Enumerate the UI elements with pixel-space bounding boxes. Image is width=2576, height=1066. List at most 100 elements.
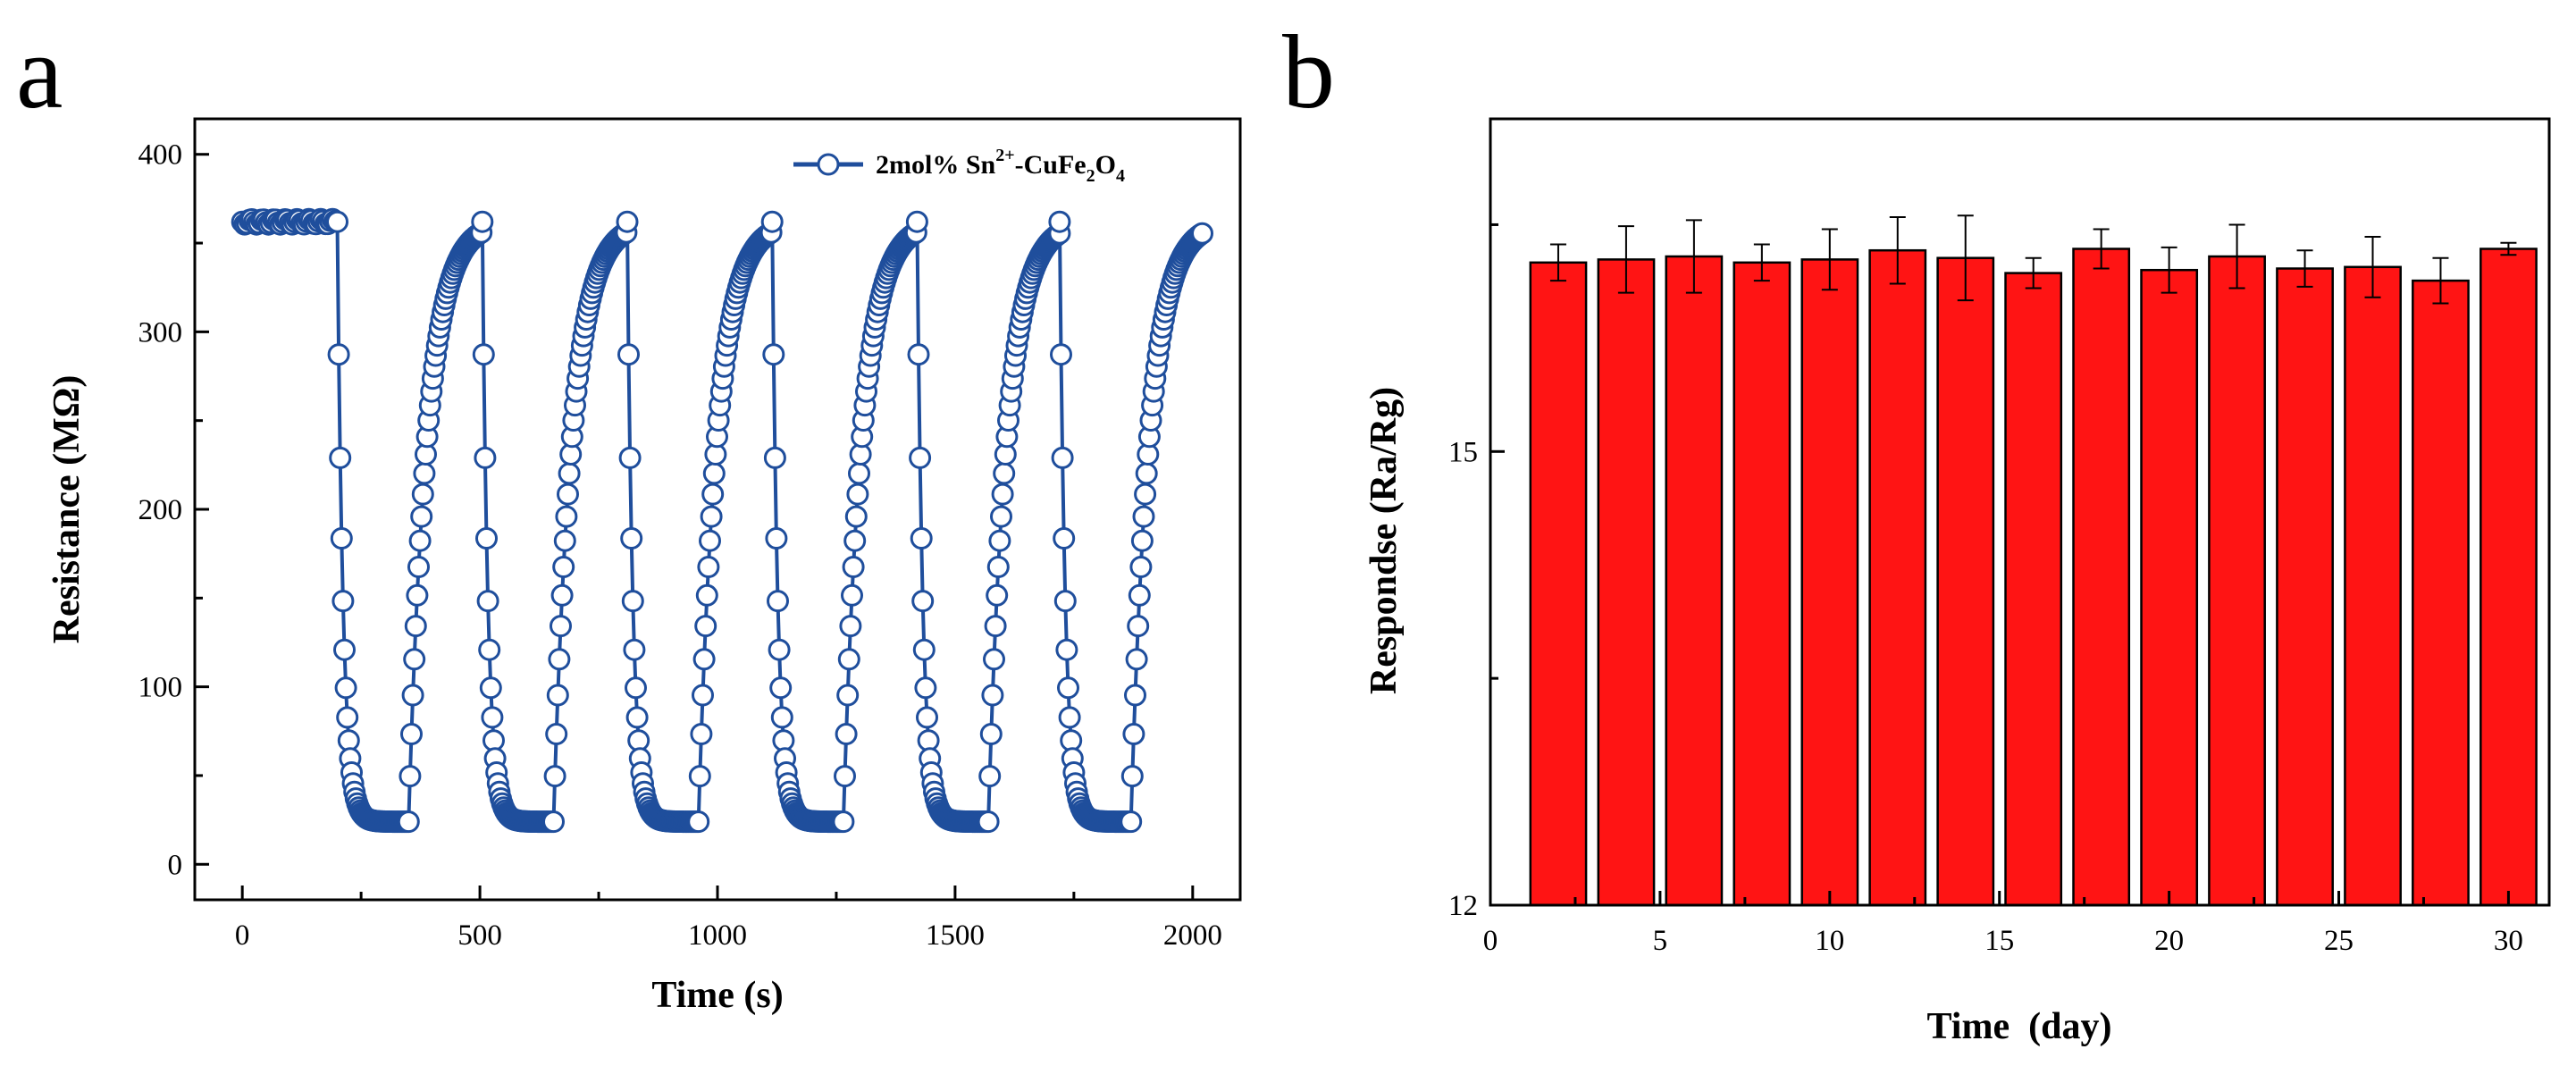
data-point-a xyxy=(558,462,581,485)
data-point-a xyxy=(769,676,793,700)
data-point-a xyxy=(553,529,576,552)
data-point-a xyxy=(329,446,352,469)
chart-a: 0 500 1000 1500 2000 0 100 200 300 400 Time (s) R… xyxy=(46,117,1242,1016)
data-point-a xyxy=(618,446,642,469)
data-point-a xyxy=(767,590,789,613)
data-point-a xyxy=(1050,343,1072,366)
data-point-a xyxy=(331,590,355,613)
data-point-a xyxy=(627,729,650,752)
data-point-a xyxy=(1127,615,1150,638)
x-tick-label-b: 20 xyxy=(2154,925,2184,957)
data-point-a xyxy=(700,505,723,528)
data-point-a xyxy=(991,483,1014,506)
data-point-a xyxy=(843,529,867,552)
data-point-a xyxy=(837,648,860,671)
data-point-a xyxy=(839,615,862,638)
bar xyxy=(1529,261,1588,907)
x-tick-label-a: 500 xyxy=(457,919,502,952)
data-point-a xyxy=(482,729,505,752)
data-point-a xyxy=(834,765,856,788)
data-point-a xyxy=(621,590,644,613)
data-point-a xyxy=(1048,210,1071,233)
x-axis-title-b: Time (day) xyxy=(1927,1006,2112,1047)
resistance-series xyxy=(231,207,1213,834)
data-point-a xyxy=(842,556,865,578)
data-point-a xyxy=(978,765,1002,788)
data-point-a xyxy=(474,446,497,469)
y-axis-title-b: Respondse (Ra/Rg) xyxy=(1364,387,1405,694)
x-tick-label-a: 1500 xyxy=(926,919,985,952)
data-point-a xyxy=(986,583,1009,607)
data-point-a xyxy=(912,638,936,661)
y-tick-label-a: 0 xyxy=(168,849,183,881)
data-point-a xyxy=(1122,723,1145,745)
bar xyxy=(1800,258,1859,907)
data-point-a xyxy=(472,343,495,366)
data-point-a xyxy=(846,483,869,506)
legend-marker-a xyxy=(817,153,840,176)
data-point-a xyxy=(403,648,426,671)
legend-a: 2mol% Sn2+-CuFe2O4 xyxy=(793,146,1125,186)
data-point-a xyxy=(844,505,868,528)
data-point-a xyxy=(699,529,721,552)
data-point-a xyxy=(337,729,360,752)
data-point-a xyxy=(1129,556,1153,578)
x-tick-label-a: 0 xyxy=(235,919,250,952)
data-point-a xyxy=(1128,583,1151,607)
y-axis-title-a: Resistance (MΩ) xyxy=(46,375,88,644)
axis-ticks-b: 0 5 10 15 20 25 30 12 15 xyxy=(1448,222,2523,957)
bar xyxy=(2208,255,2266,907)
x-tick-label-b: 10 xyxy=(1815,925,1844,957)
data-point-a xyxy=(1057,676,1079,700)
data-point-a xyxy=(1135,462,1158,485)
data-point-a xyxy=(770,706,793,729)
data-point-a xyxy=(406,583,429,607)
data-point-a xyxy=(697,556,720,578)
data-point-a xyxy=(907,343,930,366)
data-point-a xyxy=(617,343,640,366)
data-point-a xyxy=(977,810,1000,834)
data-point-a xyxy=(765,527,788,550)
data-point-a xyxy=(911,590,935,613)
data-point-a xyxy=(327,343,350,366)
data-point-a xyxy=(1053,590,1077,613)
data-point-a xyxy=(625,676,647,700)
bar xyxy=(1868,248,1927,907)
data-point-a xyxy=(1055,638,1078,661)
plot-frame-b xyxy=(1489,117,2551,907)
data-point-a xyxy=(543,765,566,788)
bar xyxy=(2480,248,2538,907)
data-point-a xyxy=(760,210,784,233)
legend-label-a: 2mol% Sn2+-CuFe2O4 xyxy=(876,146,1125,186)
data-point-a xyxy=(694,615,717,638)
data-point-a xyxy=(917,729,940,752)
bar xyxy=(2140,268,2199,907)
data-point-a xyxy=(910,527,933,550)
data-point-a xyxy=(986,556,1010,578)
data-point-a xyxy=(620,527,643,550)
x-tick-label-b: 15 xyxy=(1984,925,2014,957)
data-point-a xyxy=(1124,684,1146,707)
data-point-a xyxy=(410,505,433,528)
data-point-a xyxy=(690,723,713,745)
bar xyxy=(2344,265,2402,907)
data-point-a xyxy=(623,638,646,661)
y-tick-label-a: 200 xyxy=(138,494,183,526)
data-point-a xyxy=(772,729,795,752)
data-point-a xyxy=(1134,483,1157,506)
data-point-a xyxy=(993,462,1016,485)
data-point-a xyxy=(688,765,711,788)
data-point-a xyxy=(988,529,1011,552)
data-point-a xyxy=(701,483,725,506)
data-point-a xyxy=(1053,527,1076,550)
data-point-a xyxy=(909,446,932,469)
data-point-a xyxy=(687,810,710,834)
y-tick-label-b: 15 xyxy=(1448,436,1478,468)
data-point-a xyxy=(981,684,1004,707)
data-point-a xyxy=(1125,648,1148,671)
data-point-a xyxy=(762,343,785,366)
data-point-a xyxy=(1120,765,1144,788)
data-point-a xyxy=(905,210,928,233)
x-tick-label-b: 5 xyxy=(1653,925,1668,957)
